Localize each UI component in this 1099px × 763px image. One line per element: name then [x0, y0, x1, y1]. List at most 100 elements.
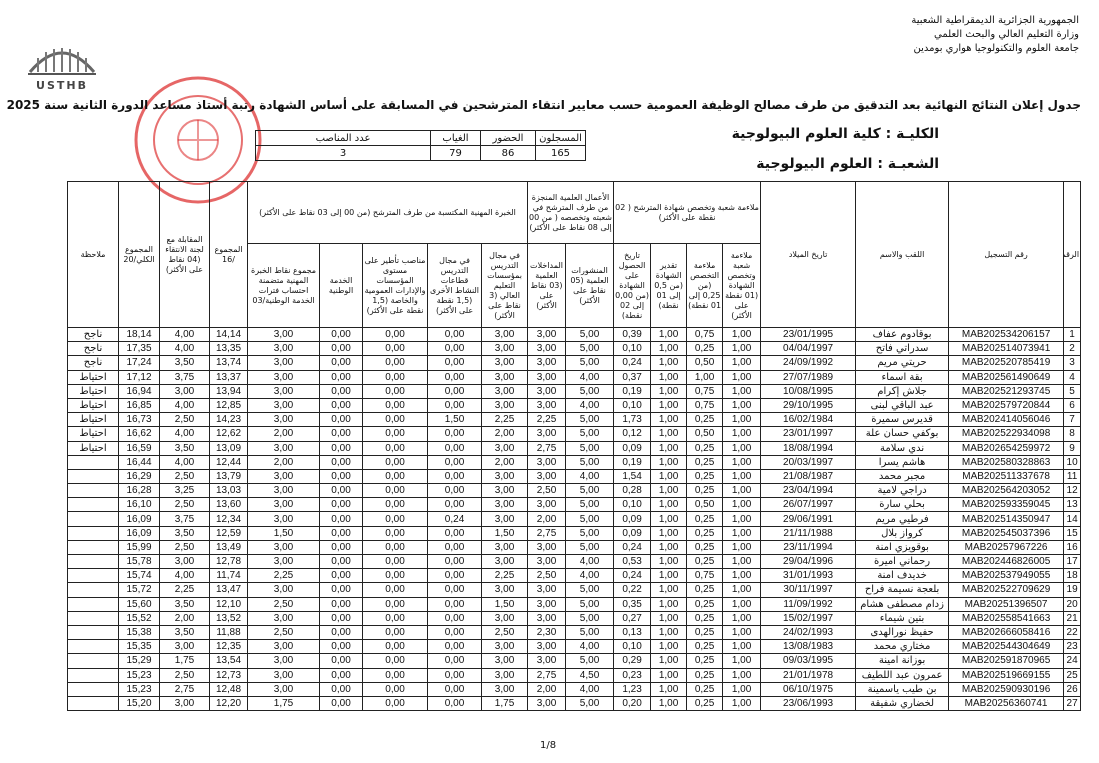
table-cell: 21: [1063, 610, 1082, 626]
table-cell: 2,75: [527, 525, 567, 541]
group-header: ملاءمة شعبة وتخصص شهادة المترشح ( 02 نقط…: [613, 181, 762, 244]
table-cell: 0,00: [319, 397, 364, 414]
table-cell: 13,49: [209, 539, 248, 556]
table-cell: MAB202514350947: [948, 511, 1065, 527]
table-cell: 4,00: [159, 454, 210, 470]
table-cell: 3,00: [481, 468, 529, 485]
table-cell: 3,50: [159, 440, 210, 456]
table-cell: 0,00: [319, 695, 364, 712]
table-cell: 1,00: [650, 596, 688, 612]
table-cell: 12,35: [209, 639, 248, 655]
table-cell: 2: [1063, 341, 1082, 357]
table-cell: 3,00: [527, 468, 567, 485]
table-cell: 0,53: [613, 553, 652, 570]
table-cell: 0,24: [427, 511, 483, 527]
table-cell: 1,00: [722, 412, 762, 428]
table-cell: MAB202519669155: [948, 667, 1065, 683]
table-cell: بوزانة امينة: [855, 653, 950, 669]
table-cell: 1,00: [722, 383, 762, 399]
table-cell: 3,00: [246, 511, 321, 527]
table-cell: 4,00: [159, 397, 210, 414]
table-cell: 0,00: [362, 539, 429, 556]
table-cell: 0,00: [362, 426, 429, 442]
table-cell: 3,00: [527, 610, 567, 626]
table-cell: بلعجة نسيمة فراح: [855, 582, 950, 598]
table-cell: MAB202590930196: [948, 681, 1065, 697]
table-cell: 0,09: [613, 440, 652, 456]
table-cell: 14,14: [209, 326, 248, 343]
table-cell: 18,14: [118, 326, 160, 343]
table-cell: 10/08/1995: [760, 383, 857, 399]
table-cell: 4,00: [565, 468, 615, 485]
header: الجمهورية الجزائرية الديمقراطية الشعبية و…: [911, 14, 1079, 56]
table-cell: 09/03/1995: [760, 653, 857, 669]
table-cell: 0,25: [686, 624, 724, 641]
column-header: في مجال التدريس قطاعات النشاط الأخرى (1,…: [427, 243, 483, 328]
table-cell: 3,00: [481, 667, 529, 683]
table-cell: 23/11/1994: [760, 539, 857, 556]
table-cell: 1,00: [650, 639, 688, 655]
table-cell: ناجح: [67, 326, 119, 343]
table-cell: 3,00: [527, 341, 567, 357]
table-cell: 0,00: [362, 525, 429, 541]
table-cell: 3,00: [246, 412, 321, 428]
table-cell: 3: [1063, 355, 1082, 371]
table-cell: 0,00: [362, 568, 429, 584]
table-cell: 1,00: [650, 397, 688, 414]
table-cell: 3,00: [527, 553, 567, 570]
table-cell: 1,00: [722, 341, 762, 357]
table-row: 19 MAB202522709629 بلعجة نسيمة فراح 30/11/1…: [67, 582, 1082, 598]
table-cell: [67, 553, 119, 570]
table-cell: [67, 539, 119, 556]
table-cell: 0,00: [427, 525, 483, 541]
table-row: 22 MAB202666058416 حفيظ نورالهدى 24/02/1993…: [67, 624, 1082, 641]
table-cell: هاشم يسرا: [855, 454, 950, 470]
table-cell: 0,22: [613, 582, 652, 598]
table-cell: 0,00: [427, 355, 483, 371]
column-header: رقم التسجيل: [948, 181, 1065, 328]
table-cell: 1: [1063, 326, 1082, 343]
table-cell: 23/04/1994: [760, 483, 857, 499]
table-cell: 1,00: [650, 355, 688, 371]
faculty-label: الكليـة :: [885, 126, 939, 142]
table-cell: 1,00: [650, 483, 688, 499]
table-cell: 1,00: [650, 582, 688, 598]
table-cell: 0,00: [427, 426, 483, 442]
table-cell: 1,00: [722, 553, 762, 570]
table-cell: 0,00: [427, 596, 483, 612]
table-cell: 15,20: [118, 695, 160, 712]
table-cell: 13,35: [209, 341, 248, 357]
table-cell: MAB202544304649: [948, 639, 1065, 655]
table-cell: 0,00: [427, 341, 483, 357]
table-cell: 5,00: [565, 497, 615, 513]
table-cell: 0,20: [613, 695, 652, 712]
table-cell: 0,25: [686, 610, 724, 626]
table-cell: 13,54: [209, 653, 248, 669]
column-header: المجموع الكلي/20: [118, 181, 160, 328]
table-cell: بوكفي حسان علة: [855, 426, 950, 442]
table-cell: 0,00: [362, 681, 429, 697]
table-cell: 16,62: [118, 426, 160, 442]
column-header: تاريخ الميلاد: [760, 181, 857, 328]
table-cell: 13: [1063, 497, 1082, 513]
table-cell: 5,00: [565, 695, 615, 712]
group-header: الأعمال العلمية المنجزة من طرف المترشح ف…: [527, 181, 615, 244]
table-cell: 23/01/1997: [760, 426, 857, 442]
table-cell: MAB20256360741: [948, 695, 1065, 712]
table-cell: 3,00: [246, 539, 321, 556]
table-cell: 0,00: [362, 695, 429, 712]
table-cell: 0,00: [319, 426, 364, 442]
table-cell: 1,00: [722, 610, 762, 626]
column-header: مناصب تأطير على مستوى المؤسسات والإدارات…: [362, 243, 429, 328]
table-cell: 4,00: [159, 568, 210, 584]
table-cell: 12,48: [209, 681, 248, 697]
table-cell: 0,25: [686, 341, 724, 357]
table-cell: سدراتي فاتح: [855, 341, 950, 357]
table-cell: 1,00: [650, 440, 688, 456]
table-cell: ندي سلامة: [855, 440, 950, 456]
table-cell: 3,00: [527, 355, 567, 371]
table-cell: 1,50: [481, 596, 529, 612]
logo: USTHB: [28, 48, 96, 92]
table-cell: 0,00: [319, 624, 364, 641]
table-cell: 0,25: [686, 440, 724, 456]
